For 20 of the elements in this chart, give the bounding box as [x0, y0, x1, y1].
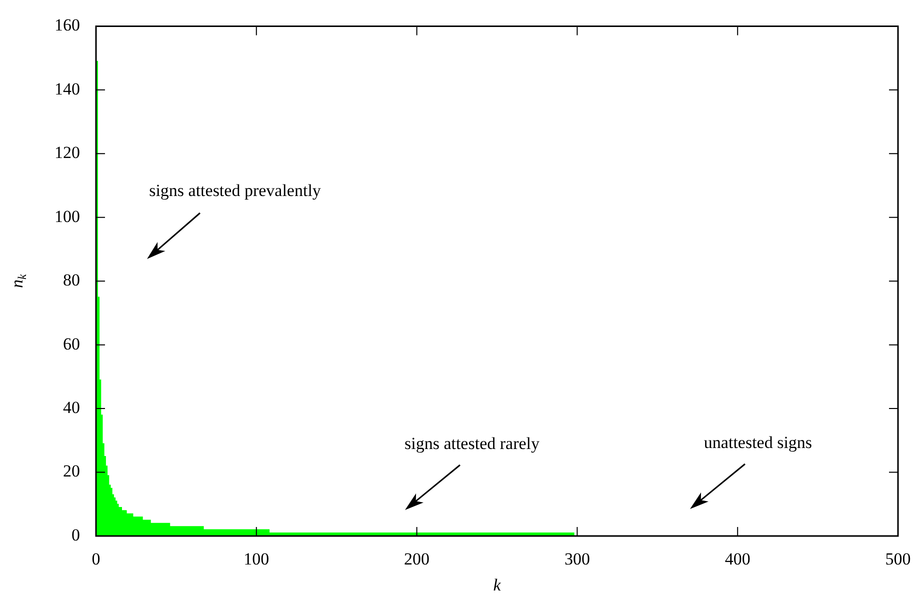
x-tick-label: 100: [244, 550, 270, 569]
y-tick-label: 80: [63, 270, 80, 290]
y-tick-label: 60: [63, 334, 80, 354]
y-tick-label: 120: [54, 143, 80, 162]
x-tick-label: 500: [885, 550, 911, 569]
x-axis-title: k: [493, 575, 502, 594]
y-tick-label: 0: [72, 525, 80, 544]
y-tick-label: 40: [63, 398, 80, 418]
x-tick-label: 400: [724, 550, 750, 569]
y-tick-label: 140: [54, 79, 80, 98]
y-tick-label: 100: [54, 206, 80, 226]
annotation: signs attested rarely: [404, 434, 540, 453]
annotation: unattested signs: [704, 433, 812, 452]
y-axis-title: nk: [7, 273, 30, 288]
y-tick-label: 20: [63, 462, 80, 481]
x-tick-label: 300: [564, 550, 590, 569]
y-tick-label: 160: [54, 16, 80, 35]
x-tick-label: 200: [404, 550, 430, 569]
x-tick-label: 0: [92, 550, 100, 569]
annotation: signs attested prevalently: [149, 181, 321, 200]
